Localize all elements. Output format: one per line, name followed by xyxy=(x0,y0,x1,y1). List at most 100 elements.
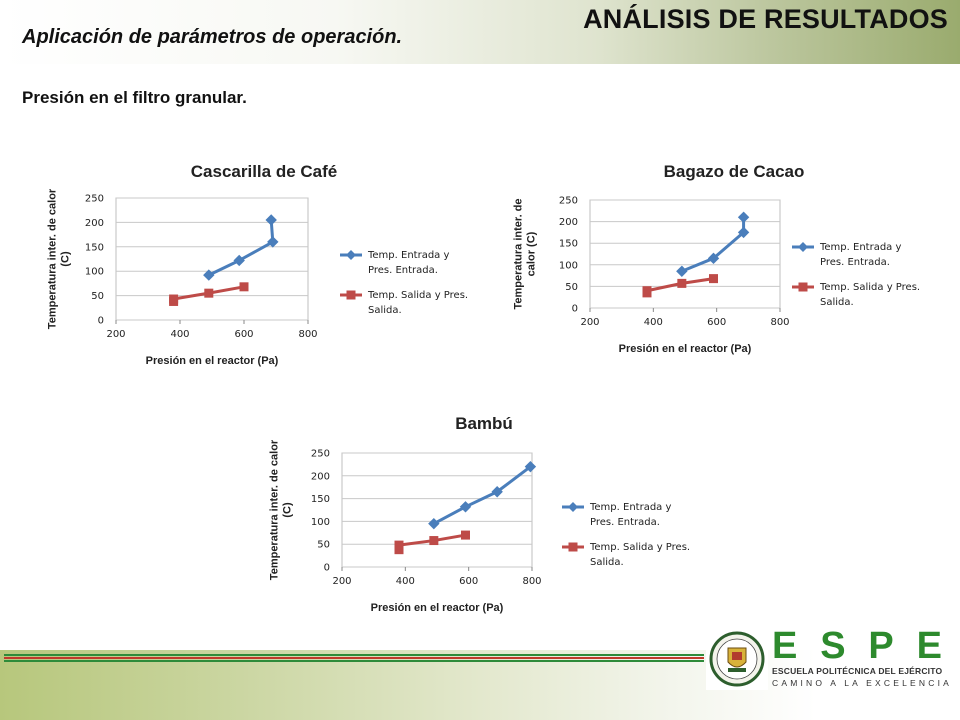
logo-letter: E xyxy=(916,624,942,667)
data-point-salida xyxy=(429,536,439,546)
chart-cascarilla-de-cafe: Cascarilla de Café 0 50 100 150 200 250 200 400 6… xyxy=(47,162,469,367)
stripe-red xyxy=(4,657,704,659)
x-tick-label: 600 xyxy=(234,329,253,340)
chart-title: Bambú xyxy=(455,414,513,433)
legend-label: Temp. Entrada y xyxy=(367,250,449,261)
data-point-entrada xyxy=(491,486,503,498)
data-point-salida xyxy=(642,286,652,296)
y-tick-label: 200 xyxy=(559,217,578,228)
series-line-entrada xyxy=(681,217,746,273)
legend-marker xyxy=(568,502,578,512)
legend-label: Temp. Entrada y xyxy=(589,502,671,513)
data-point-salida xyxy=(461,530,470,540)
chart-bagazo-de-cacao: Bagazo de Cacao 0 50 100 150 200 250 200 400 600 8… xyxy=(513,162,921,355)
legend-label: Pres. Entrada. xyxy=(368,265,438,276)
data-point-entrada xyxy=(707,252,720,265)
institution-name: ESCUELA POLITÉCNICA DEL EJÉRCITO xyxy=(772,666,943,676)
chart-bambu: Bambú 0 50 100 150 200 250 200 400 600 800 Presión … xyxy=(269,414,691,614)
chart-title: Bagazo de Cacao xyxy=(664,162,805,181)
header-band xyxy=(0,0,960,64)
slide-title: ANÁLISIS DE RESULTADOS xyxy=(583,4,948,34)
legend-label: Temp. Entrada y xyxy=(819,242,901,253)
chart-title: Cascarilla de Café xyxy=(191,162,337,181)
y-axis-title-group: Temperatura inter. de calor (C) xyxy=(47,188,72,329)
data-point-salida xyxy=(394,540,404,550)
y-tick-label: 50 xyxy=(91,291,104,302)
y-axis-title-line: calor (C) xyxy=(526,231,538,276)
y-axis-title-group: Temperatura inter. de calor (C) xyxy=(513,198,538,309)
stripe-green-bottom xyxy=(4,660,704,662)
legend-label: Temp. Salida y Pres. xyxy=(819,282,920,293)
x-tick-label: 600 xyxy=(707,317,726,328)
data-point-entrada xyxy=(737,226,750,239)
y-axis-title-line: (C) xyxy=(282,502,294,518)
legend-marker xyxy=(568,542,578,552)
y-tick-label: 100 xyxy=(85,267,104,278)
legend-label: Salida. xyxy=(368,305,402,316)
legend-label: Salida. xyxy=(590,557,624,568)
legend-label: Pres. Entrada. xyxy=(820,257,890,268)
data-point-salida xyxy=(677,278,687,288)
y-tick-label: 200 xyxy=(311,471,330,482)
y-tick-label: 150 xyxy=(559,239,578,250)
x-tick-label: 800 xyxy=(522,576,541,587)
logo-letter: P xyxy=(868,624,894,667)
x-tick-label: 200 xyxy=(106,329,125,340)
x-tick-label: 800 xyxy=(298,329,317,340)
y-tick-label: 0 xyxy=(572,304,578,315)
y-tick-label: 0 xyxy=(324,563,330,574)
series-line-entrada xyxy=(208,219,275,277)
plot-area xyxy=(115,197,309,321)
x-tick-label: 400 xyxy=(644,317,663,328)
y-tick-label: 100 xyxy=(311,517,330,528)
legend-marker xyxy=(798,242,808,252)
x-tick-label: 600 xyxy=(459,576,478,587)
plot-area xyxy=(341,452,533,568)
x-tick-label: 200 xyxy=(580,317,599,328)
x-axis-title: Presión en el reactor (Pa) xyxy=(371,602,504,614)
y-tick-label: 150 xyxy=(311,494,330,505)
y-tick-label: 150 xyxy=(85,242,104,253)
legend-label: Temp. Salida y Pres. xyxy=(589,542,690,553)
shield-emblem-icon xyxy=(706,628,768,690)
y-tick-label: 250 xyxy=(559,196,578,207)
x-axis-title: Presión en el reactor (Pa) xyxy=(619,343,752,355)
legend-marker xyxy=(346,250,356,260)
data-point-salida xyxy=(394,545,404,555)
legend-label: Temp. Salida y Pres. xyxy=(367,290,468,301)
y-tick-label: 0 xyxy=(98,316,104,327)
legend-label: Pres. Entrada. xyxy=(590,517,660,528)
y-tick-label: 250 xyxy=(311,449,330,460)
y-axis-title-group: Temperatura inter. de calor (C) xyxy=(269,439,294,580)
data-point-entrada xyxy=(265,214,277,226)
y-axis-title-line: Temperatura inter. de calor xyxy=(47,188,59,329)
institution-motto: CAMINO A LA EXCELENCIA xyxy=(772,678,952,688)
plot-area xyxy=(589,199,781,309)
footer-stripes xyxy=(4,654,704,663)
y-tick-label: 50 xyxy=(565,282,578,293)
x-tick-label: 200 xyxy=(332,576,351,587)
y-axis-title-line: (C) xyxy=(60,251,72,267)
data-point-entrada xyxy=(428,517,440,530)
data-point-entrada xyxy=(737,211,750,223)
espe-wordmark: E S P E xyxy=(772,625,942,667)
data-point-salida xyxy=(169,294,179,304)
data-point-entrada xyxy=(676,265,688,277)
data-point-salida xyxy=(204,288,214,298)
data-point-entrada xyxy=(524,460,537,473)
logo-letter: E xyxy=(772,624,798,667)
data-point-salida xyxy=(709,274,718,284)
data-point-entrada xyxy=(459,501,472,513)
data-point-entrada xyxy=(267,236,279,248)
logo-letter: S xyxy=(820,624,846,667)
x-axis-title: Presión en el reactor (Pa) xyxy=(146,355,279,367)
section-heading: Presión en el filtro granular. xyxy=(22,88,247,107)
series-line-entrada xyxy=(433,465,532,526)
y-tick-label: 200 xyxy=(85,218,104,229)
y-axis-title-line: Temperatura inter. de calor xyxy=(269,439,281,580)
data-point-salida xyxy=(239,282,249,292)
y-axis-title-line: Temperatura inter. de xyxy=(513,198,525,309)
stripe-green-top xyxy=(4,654,704,656)
legend-label: Salida. xyxy=(820,297,854,308)
x-tick-label: 400 xyxy=(396,576,415,587)
